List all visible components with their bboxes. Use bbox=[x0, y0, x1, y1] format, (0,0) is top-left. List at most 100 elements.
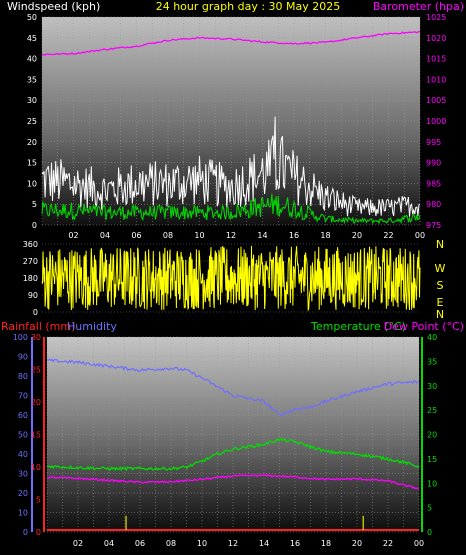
windspeed-tick: 30 bbox=[27, 96, 37, 105]
humidity-tick: 90 bbox=[18, 353, 28, 362]
rainfall-tick: 10 bbox=[31, 463, 41, 472]
barometer-tick: 1005 bbox=[426, 96, 446, 105]
hour-tick: 08 bbox=[163, 231, 173, 240]
barometer-tick: 995 bbox=[426, 138, 441, 147]
dewpoint-series bbox=[46, 473, 420, 490]
hour-tick: 18 bbox=[321, 539, 331, 548]
barometer-tick: 1015 bbox=[426, 55, 446, 64]
hour-tick: 20 bbox=[352, 231, 362, 240]
hour-tick: 06 bbox=[131, 231, 141, 240]
direction-tick: 270 bbox=[23, 257, 38, 266]
rainfall-tick: 25 bbox=[31, 366, 41, 375]
gust-line bbox=[41, 116, 421, 217]
barometer-tick: 1025 bbox=[426, 13, 446, 22]
humidity-tick-labels: 0 10 20 30 40 50 60 70 80 90 100 bbox=[13, 333, 28, 537]
direction-series bbox=[41, 245, 421, 312]
humidity-tick: 100 bbox=[13, 333, 28, 342]
direction-tick: 90 bbox=[28, 291, 38, 300]
temperature-tick: 40 bbox=[427, 333, 437, 342]
average-wind-line bbox=[41, 193, 421, 225]
hour-tick: 22 bbox=[383, 539, 393, 548]
direction-tick: 0 bbox=[33, 308, 38, 317]
humidity-tick: 0 bbox=[23, 528, 28, 537]
hour-tick: 14 bbox=[257, 231, 267, 240]
humidity-series bbox=[46, 358, 420, 417]
windspeed-tick: 5 bbox=[32, 200, 37, 209]
hour-tick: 00 bbox=[414, 539, 424, 548]
barometer-tick: 990 bbox=[426, 159, 441, 168]
dewpoint-line bbox=[46, 473, 420, 490]
rainfall-tick: 20 bbox=[31, 398, 41, 407]
humidity-tick: 60 bbox=[18, 411, 28, 420]
direction-tick-labels: 0 90 180 270 360 bbox=[23, 240, 38, 317]
barometer-tick: 980 bbox=[426, 200, 441, 209]
humidity-tick: 50 bbox=[18, 431, 28, 440]
hour-tick: 00 bbox=[415, 231, 425, 240]
hour-tick: 04 bbox=[104, 539, 114, 548]
rainfall-series bbox=[47, 515, 419, 531]
hour-tick: 04 bbox=[100, 231, 110, 240]
dewpoint-axis-title: Dew Point (°C) bbox=[384, 320, 464, 333]
temperature-tick: 15 bbox=[427, 455, 437, 464]
barometer-tick: 1000 bbox=[426, 117, 446, 126]
windspeed-tick: 40 bbox=[27, 55, 37, 64]
hour-tick: 22 bbox=[383, 231, 393, 240]
humidity-tick: 10 bbox=[18, 509, 28, 518]
barometer-tick: 985 bbox=[426, 179, 441, 188]
hour-tick: 16 bbox=[289, 231, 299, 240]
windspeed-tick: 35 bbox=[27, 75, 37, 84]
hour-tick: 20 bbox=[352, 539, 362, 548]
compass-label: E bbox=[437, 296, 444, 309]
rainfall-axis-title: Rainfall (mm) bbox=[1, 320, 75, 333]
rainfall-tick: 0 bbox=[36, 528, 41, 537]
hour-tick: 10 bbox=[194, 231, 204, 240]
direction-tick: 360 bbox=[23, 240, 38, 249]
humidity-line bbox=[46, 358, 420, 417]
compass-label: N bbox=[436, 308, 444, 321]
barometer-tick: 1020 bbox=[426, 34, 446, 43]
rainfall-tick: 15 bbox=[31, 431, 41, 440]
hour-tick: 16 bbox=[290, 539, 300, 548]
temperature-tick: 25 bbox=[427, 406, 437, 415]
barometer-series bbox=[41, 31, 421, 56]
barometer-line bbox=[41, 31, 421, 56]
hour-tick: 08 bbox=[166, 539, 176, 548]
windspeed-tick: 0 bbox=[32, 221, 37, 230]
compass-label: W bbox=[435, 262, 446, 275]
hour-tick: 02 bbox=[68, 231, 78, 240]
temperature-tick-labels: 0 5 10 15 20 25 30 35 40 bbox=[427, 333, 437, 537]
temperature-tick: 10 bbox=[427, 479, 437, 488]
barometer-tick: 975 bbox=[426, 221, 441, 230]
gust-series bbox=[41, 116, 421, 217]
rainfall-tick: 30 bbox=[31, 333, 41, 342]
temp-humidity-panel: 0 10 20 30 40 50 60 70 80 90 100 0 5 10 15 20 25 30 0 5 10… bbox=[13, 333, 437, 548]
windspeed-tick-labels: 0 5 10 15 20 25 30 35 40 45 50 bbox=[27, 13, 37, 230]
humidity-tick: 40 bbox=[18, 450, 28, 459]
windspeed-tick: 25 bbox=[27, 117, 37, 126]
windspeed-tick: 10 bbox=[27, 179, 37, 188]
windspeed-tick: 15 bbox=[27, 159, 37, 168]
hour-tick: 12 bbox=[226, 231, 236, 240]
compass-label: N bbox=[436, 238, 444, 251]
direction-tick: 180 bbox=[23, 274, 38, 283]
hour-tick: 10 bbox=[197, 539, 207, 548]
direction-line bbox=[41, 245, 421, 312]
barometer-tick: 1010 bbox=[426, 75, 446, 84]
temperature-tick: 5 bbox=[427, 504, 432, 513]
temp-gridlines bbox=[46, 336, 420, 533]
hour-tick: 14 bbox=[259, 539, 269, 548]
windspeed-tick: 20 bbox=[27, 138, 37, 147]
humidity-axis-title: Humidity bbox=[67, 320, 117, 333]
chart-title: 24 hour graph day : 30 May 2025 bbox=[156, 0, 341, 13]
humidity-tick: 30 bbox=[18, 470, 28, 479]
temperature-line bbox=[46, 437, 420, 472]
temperature-tick: 0 bbox=[427, 528, 432, 537]
temperature-tick: 30 bbox=[427, 382, 437, 391]
rainfall-tick: 5 bbox=[36, 496, 41, 505]
barometer-tick-labels: 975 980 985 990 995 1000 1005 1010 1015 1020 1025 bbox=[426, 13, 446, 230]
hour-tick: 02 bbox=[73, 539, 83, 548]
